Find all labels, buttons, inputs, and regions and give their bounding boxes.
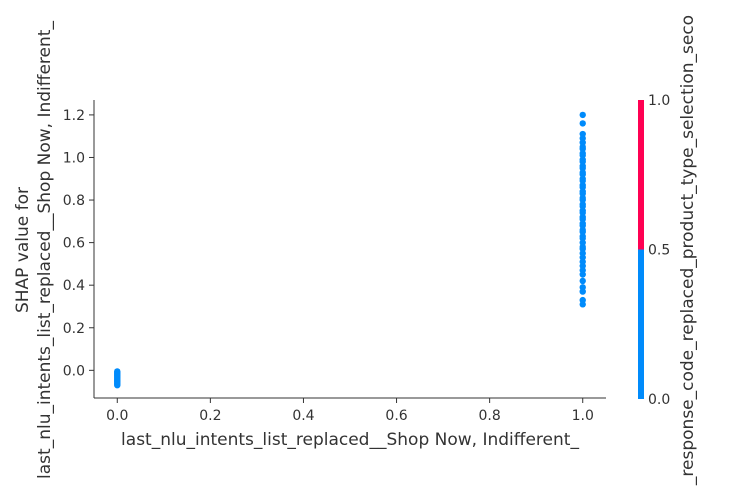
y-tick-label: 0.0: [63, 363, 85, 379]
x-tick-label: 1.0: [572, 408, 594, 424]
data-point: [579, 296, 586, 304]
x-tick-label: 0.6: [385, 408, 407, 424]
y-axis-title-line-1: SHAP value for: [13, 187, 33, 313]
colorbar-tick-label: 0.0: [648, 392, 670, 408]
data-point: [579, 277, 586, 285]
y-tick-label: 0.2: [63, 321, 85, 337]
y-tick-label: 0.6: [63, 236, 85, 252]
data-point: [114, 382, 121, 389]
y-ticks: 0.0 0.2 0.4 0.6 0.8 1.0 1.2: [63, 108, 94, 379]
data-point: [579, 130, 586, 138]
x-axis-title: last_nlu_intents_list_replaced__Shop Now…: [121, 430, 579, 450]
x-tick-label: 0.8: [479, 408, 501, 424]
y-tick-label: 0.4: [63, 278, 85, 294]
colorbar-title: _response_code_replaced_product_type_sel…: [678, 15, 698, 486]
x-tick-label: 0.0: [106, 408, 128, 424]
y-tick-label: 1.0: [63, 150, 85, 166]
y-axis-title-line-2: last_nlu_intents_list_replaced__Shop Now…: [35, 21, 55, 479]
y-tick-label: 1.2: [63, 108, 85, 124]
data-point: [579, 120, 586, 127]
colorbar-tick-label: 0.5: [648, 243, 670, 259]
x-tick-label: 0.2: [199, 408, 221, 424]
data-point: [579, 111, 586, 119]
colorbar-tick-label: 1.0: [648, 93, 670, 109]
scatter-points: [114, 111, 586, 389]
x-tick-label: 0.4: [292, 408, 314, 424]
x-ticks: 0.0 0.2 0.4 0.6 0.8 1.0: [106, 398, 594, 424]
colorbar-ticks: 0.0 0.5 1.0: [648, 93, 670, 408]
data-point: [579, 284, 586, 291]
y-tick-label: 0.8: [63, 193, 85, 209]
colorbar: [638, 100, 644, 399]
